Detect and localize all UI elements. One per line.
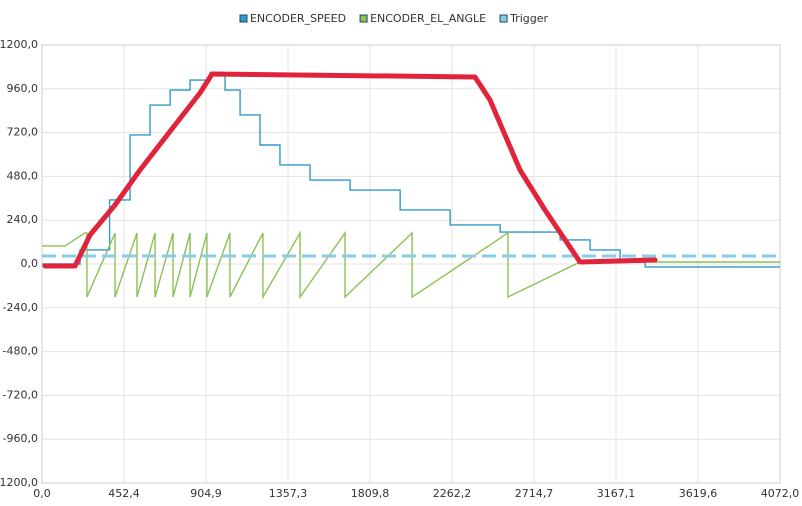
legend-label: ENCODER_EL_ANGLE [370, 12, 486, 25]
y-tick-label: -240,0 [3, 301, 38, 314]
legend-label: ENCODER_SPEED [250, 12, 346, 25]
legend-marker [359, 14, 368, 23]
y-tick-label: 720,0 [7, 126, 39, 139]
series-line [42, 72, 780, 268]
x-tick-label: 4072,0 [761, 487, 800, 500]
legend: ENCODER_SPEED ENCODER_EL_ANGLE Trigger [239, 12, 548, 25]
x-tick-label: 3167,1 [597, 487, 636, 500]
legend-marker [499, 14, 508, 23]
y-tick-label: 0,0 [21, 257, 39, 270]
y-tick-label: -960,0 [3, 432, 38, 445]
series-line [42, 230, 780, 300]
x-tick-label: 452,4 [108, 487, 140, 500]
grid: 1200,0 960,0 720,0 480,0 240,0 0,0 -240,0 -480,… [0, 38, 799, 500]
x-tick-label: 2262,2 [433, 487, 472, 500]
x-tick-label: 904,9 [190, 487, 222, 500]
y-tick-label: -1200,0 [0, 476, 38, 489]
y-tick-label: 480,0 [7, 169, 39, 182]
x-tick-label: 3619,6 [679, 487, 718, 500]
x-tick-label: 2714,7 [515, 487, 554, 500]
x-tick-label: 0,0 [33, 487, 51, 500]
y-tick-label: 960,0 [7, 82, 39, 95]
series [42, 72, 780, 300]
legend-label: Trigger [509, 12, 548, 25]
y-tick-label: 1200,0 [0, 38, 38, 51]
y-tick-label: 240,0 [7, 213, 39, 226]
annotation-stroke [42, 71, 658, 269]
legend-marker [239, 14, 248, 23]
y-tick-label: -720,0 [3, 388, 38, 401]
y-tick-label: -480,0 [3, 345, 38, 358]
x-tick-label: 1809,8 [351, 487, 390, 500]
x-tick-label: 1357,3 [269, 487, 308, 500]
